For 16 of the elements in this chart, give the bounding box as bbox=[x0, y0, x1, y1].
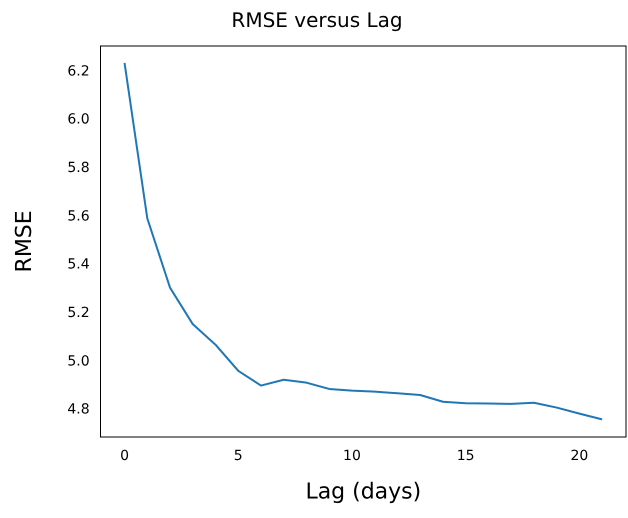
y-tick-label: 5.8 bbox=[67, 160, 90, 176]
y-axis-title: RMSE bbox=[12, 210, 37, 272]
x-tick-label: 20 bbox=[570, 448, 588, 464]
y-tick-label: 5.4 bbox=[67, 256, 90, 273]
y-tick-label: 6.2 bbox=[67, 63, 90, 80]
y-tick-label: 5.2 bbox=[67, 304, 90, 321]
x-tick-label: 5 bbox=[234, 448, 243, 464]
y-tick-label: 5.0 bbox=[67, 353, 90, 370]
x-tick-label: 15 bbox=[456, 448, 475, 464]
chart-title: RMSE versus Lag bbox=[231, 8, 403, 32]
x-tick-label: 0 bbox=[120, 448, 130, 464]
x-axis-title: Lag (days) bbox=[305, 480, 422, 505]
y-tick-label: 5.6 bbox=[67, 208, 90, 224]
x-tick-label: 10 bbox=[343, 448, 361, 464]
y-tick-label: 4.8 bbox=[67, 402, 90, 418]
y-tick-label: 6.0 bbox=[67, 112, 90, 128]
